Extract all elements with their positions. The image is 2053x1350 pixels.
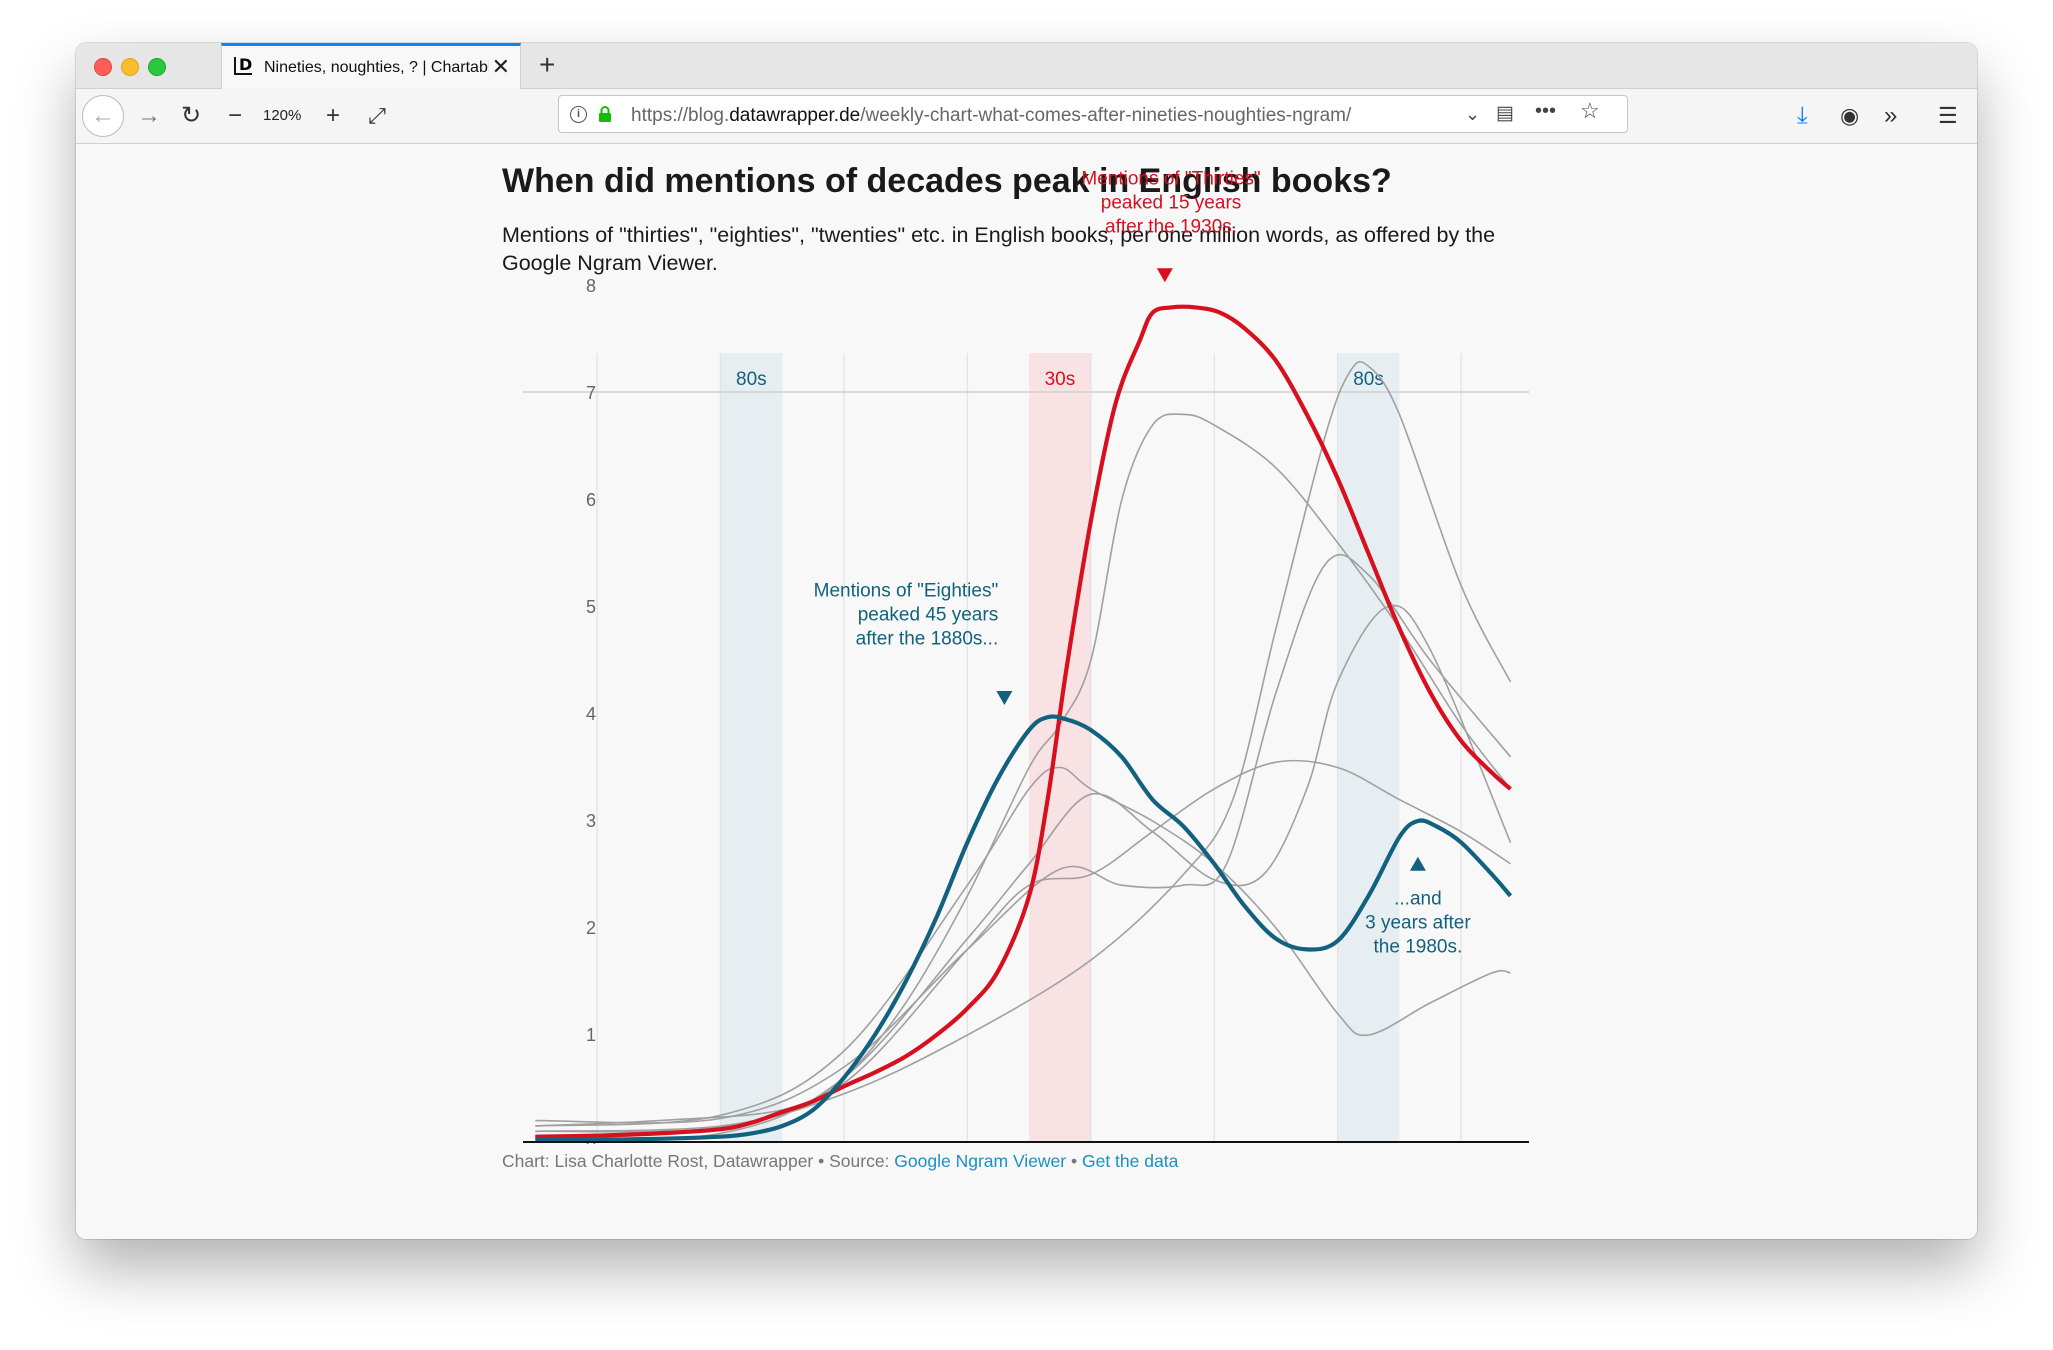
decade-band-2	[1337, 353, 1400, 1142]
y-tick-label: 1	[586, 1025, 596, 1045]
bookmark-star-icon[interactable]: ☆	[1580, 98, 1600, 123]
annotation-text: after the 1930s.	[1105, 216, 1237, 237]
line-chart: 80s30s80s0123456781860188019001920194019…	[523, 168, 1529, 1144]
tab-title: Nineties, noughties, ? | Chartable	[264, 59, 489, 76]
forward-button[interactable]: →	[137, 102, 161, 129]
downloads-icon[interactable]: ⤓	[1797, 102, 1808, 129]
footer-credit: Chart: Lisa Charlotte Rost, Datawrapper …	[502, 1151, 895, 1171]
annotation-marker-down	[996, 690, 1013, 705]
lock-icon	[599, 106, 611, 122]
series-line-sixties	[535, 553, 1512, 1124]
reader-view-icon[interactable]: ▤	[1496, 103, 1514, 124]
datawrapper-favicon-icon: D	[234, 57, 252, 75]
band-label: 80s	[1353, 369, 1384, 390]
series-line-forties	[535, 766, 1511, 1127]
chart-subtitle: Mentions of "thirties", "eighties", "twe…	[502, 223, 1496, 275]
chart-plot-area: 80s30s80s0123456781860188019001920194019…	[523, 168, 1529, 1144]
minimize-window-button[interactable]	[121, 58, 139, 76]
source-link[interactable]: Google Ngram Viewer	[894, 1151, 1067, 1171]
fullscreen-icon[interactable]: ⤢	[368, 103, 386, 128]
band-label: 80s	[736, 369, 767, 390]
annotation-text: 3 years after	[1365, 912, 1471, 933]
y-tick-label: 4	[586, 704, 596, 724]
annotation-text: after the 1880s...	[856, 628, 999, 649]
annotation-text: peaked 15 years	[1101, 192, 1242, 213]
annotation-text: peaked 45 years	[858, 604, 999, 625]
series-line-eighties	[535, 714, 1513, 1143]
series-line-seventies	[535, 360, 1512, 1133]
decade-band-1	[1029, 353, 1091, 1142]
back-button[interactable]: ←	[82, 95, 124, 137]
zoom-out-button[interactable]: −	[227, 102, 242, 129]
hamburger-menu-icon[interactable]: ☰	[1938, 103, 1958, 128]
annotation-text: the 1980s.	[1374, 936, 1463, 957]
account-icon[interactable]: ◉	[1840, 103, 1860, 128]
annotation-text: Mentions of "Thirties"	[1081, 168, 1260, 189]
maximize-window-button[interactable]	[148, 58, 166, 76]
chart-title: When did mentions of decades peak in Eng…	[502, 162, 1392, 200]
info-icon[interactable]: i	[570, 106, 587, 123]
overflow-menu-icon[interactable]: »	[1884, 102, 1898, 129]
band-label: 30s	[1045, 369, 1076, 390]
close-window-button[interactable]	[94, 58, 112, 76]
chart-footer: Chart: Lisa Charlotte Rost, Datawrapper …	[502, 1151, 1178, 1172]
y-tick-label: 7	[586, 383, 596, 403]
page-actions-icon[interactable]: •••	[1535, 100, 1557, 122]
y-tick-label: 8	[586, 276, 596, 296]
annotation-marker-up	[1409, 856, 1426, 871]
tab-active[interactable]: D Nineties, noughties, ? | Chartable ✕	[221, 43, 521, 89]
y-tick-label: 5	[586, 597, 596, 617]
zoom-level[interactable]: 120%	[263, 107, 302, 124]
tab-close-icon[interactable]: ✕	[491, 54, 510, 79]
annotation-text: ...and	[1394, 888, 1442, 909]
reload-button[interactable]: ↻	[180, 102, 202, 129]
tab-bar: D Nineties, noughties, ? | Chartable ✕ +	[76, 43, 1977, 89]
navigation-toolbar: ← → ↻ − 120% + ⤢ i https://blog.datawrap…	[76, 89, 1977, 144]
series-line-fifties	[535, 759, 1511, 1133]
series-line-thirties	[535, 304, 1512, 1139]
url-text[interactable]: https://blog.datawrapper.de/weekly-chart…	[631, 105, 1352, 126]
y-tick-label: 3	[586, 811, 596, 831]
y-tick-label: 2	[586, 918, 596, 938]
chevron-down-icon[interactable]: ⌄	[1465, 104, 1481, 124]
get-data-link[interactable]: Get the data	[1081, 1151, 1179, 1171]
zoom-in-button[interactable]: +	[325, 102, 340, 129]
annotation-marker-down	[1156, 268, 1173, 283]
page-content: When did mentions of decades peak in Eng…	[76, 144, 1977, 1239]
browser-window: D Nineties, noughties, ? | Chartable ✕ +…	[76, 43, 1977, 1239]
footer-separator: •	[1066, 1151, 1082, 1171]
annotation-text: Mentions of "Eighties"	[814, 580, 999, 601]
y-tick-label: 6	[586, 490, 596, 510]
decade-band-0	[720, 353, 783, 1142]
series-line-nineties	[535, 604, 1512, 1140]
url-bar[interactable]: i https://blog.datawrapper.de/weekly-cha…	[558, 95, 1628, 133]
new-tab-button[interactable]: +	[539, 49, 556, 80]
